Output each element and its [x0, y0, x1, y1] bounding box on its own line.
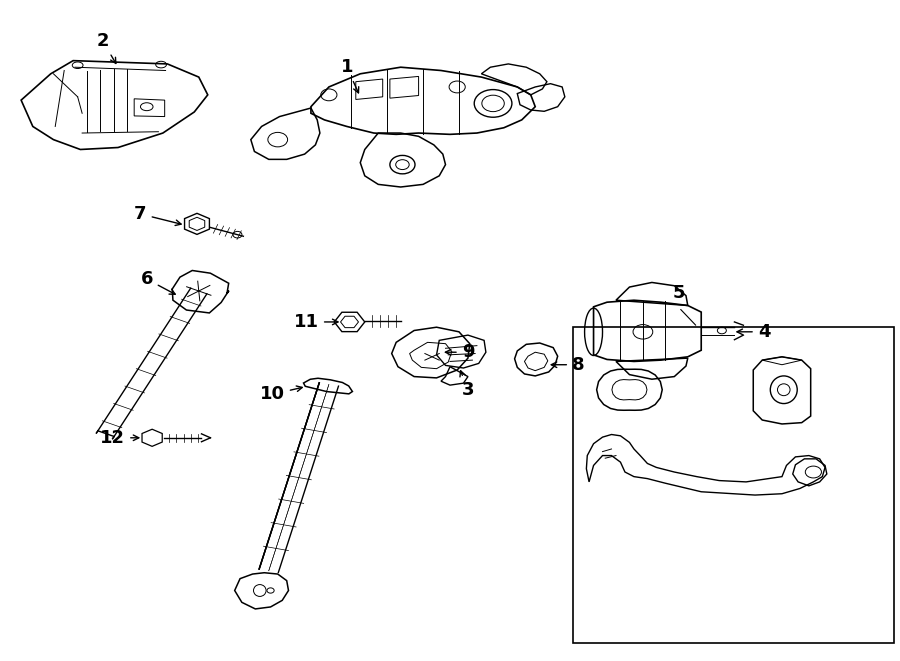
Text: 12: 12 — [100, 429, 139, 447]
Text: 8: 8 — [551, 356, 585, 373]
Text: 2: 2 — [96, 32, 116, 63]
Text: 9: 9 — [446, 343, 474, 361]
Text: 4: 4 — [737, 323, 770, 341]
Bar — [573, 327, 894, 643]
Text: 3: 3 — [460, 371, 474, 399]
Text: 1: 1 — [340, 58, 359, 93]
Text: 5: 5 — [672, 284, 685, 302]
Text: 10: 10 — [260, 385, 302, 403]
Text: 11: 11 — [294, 313, 338, 331]
Text: 7: 7 — [134, 205, 181, 225]
Text: 6: 6 — [140, 270, 176, 294]
